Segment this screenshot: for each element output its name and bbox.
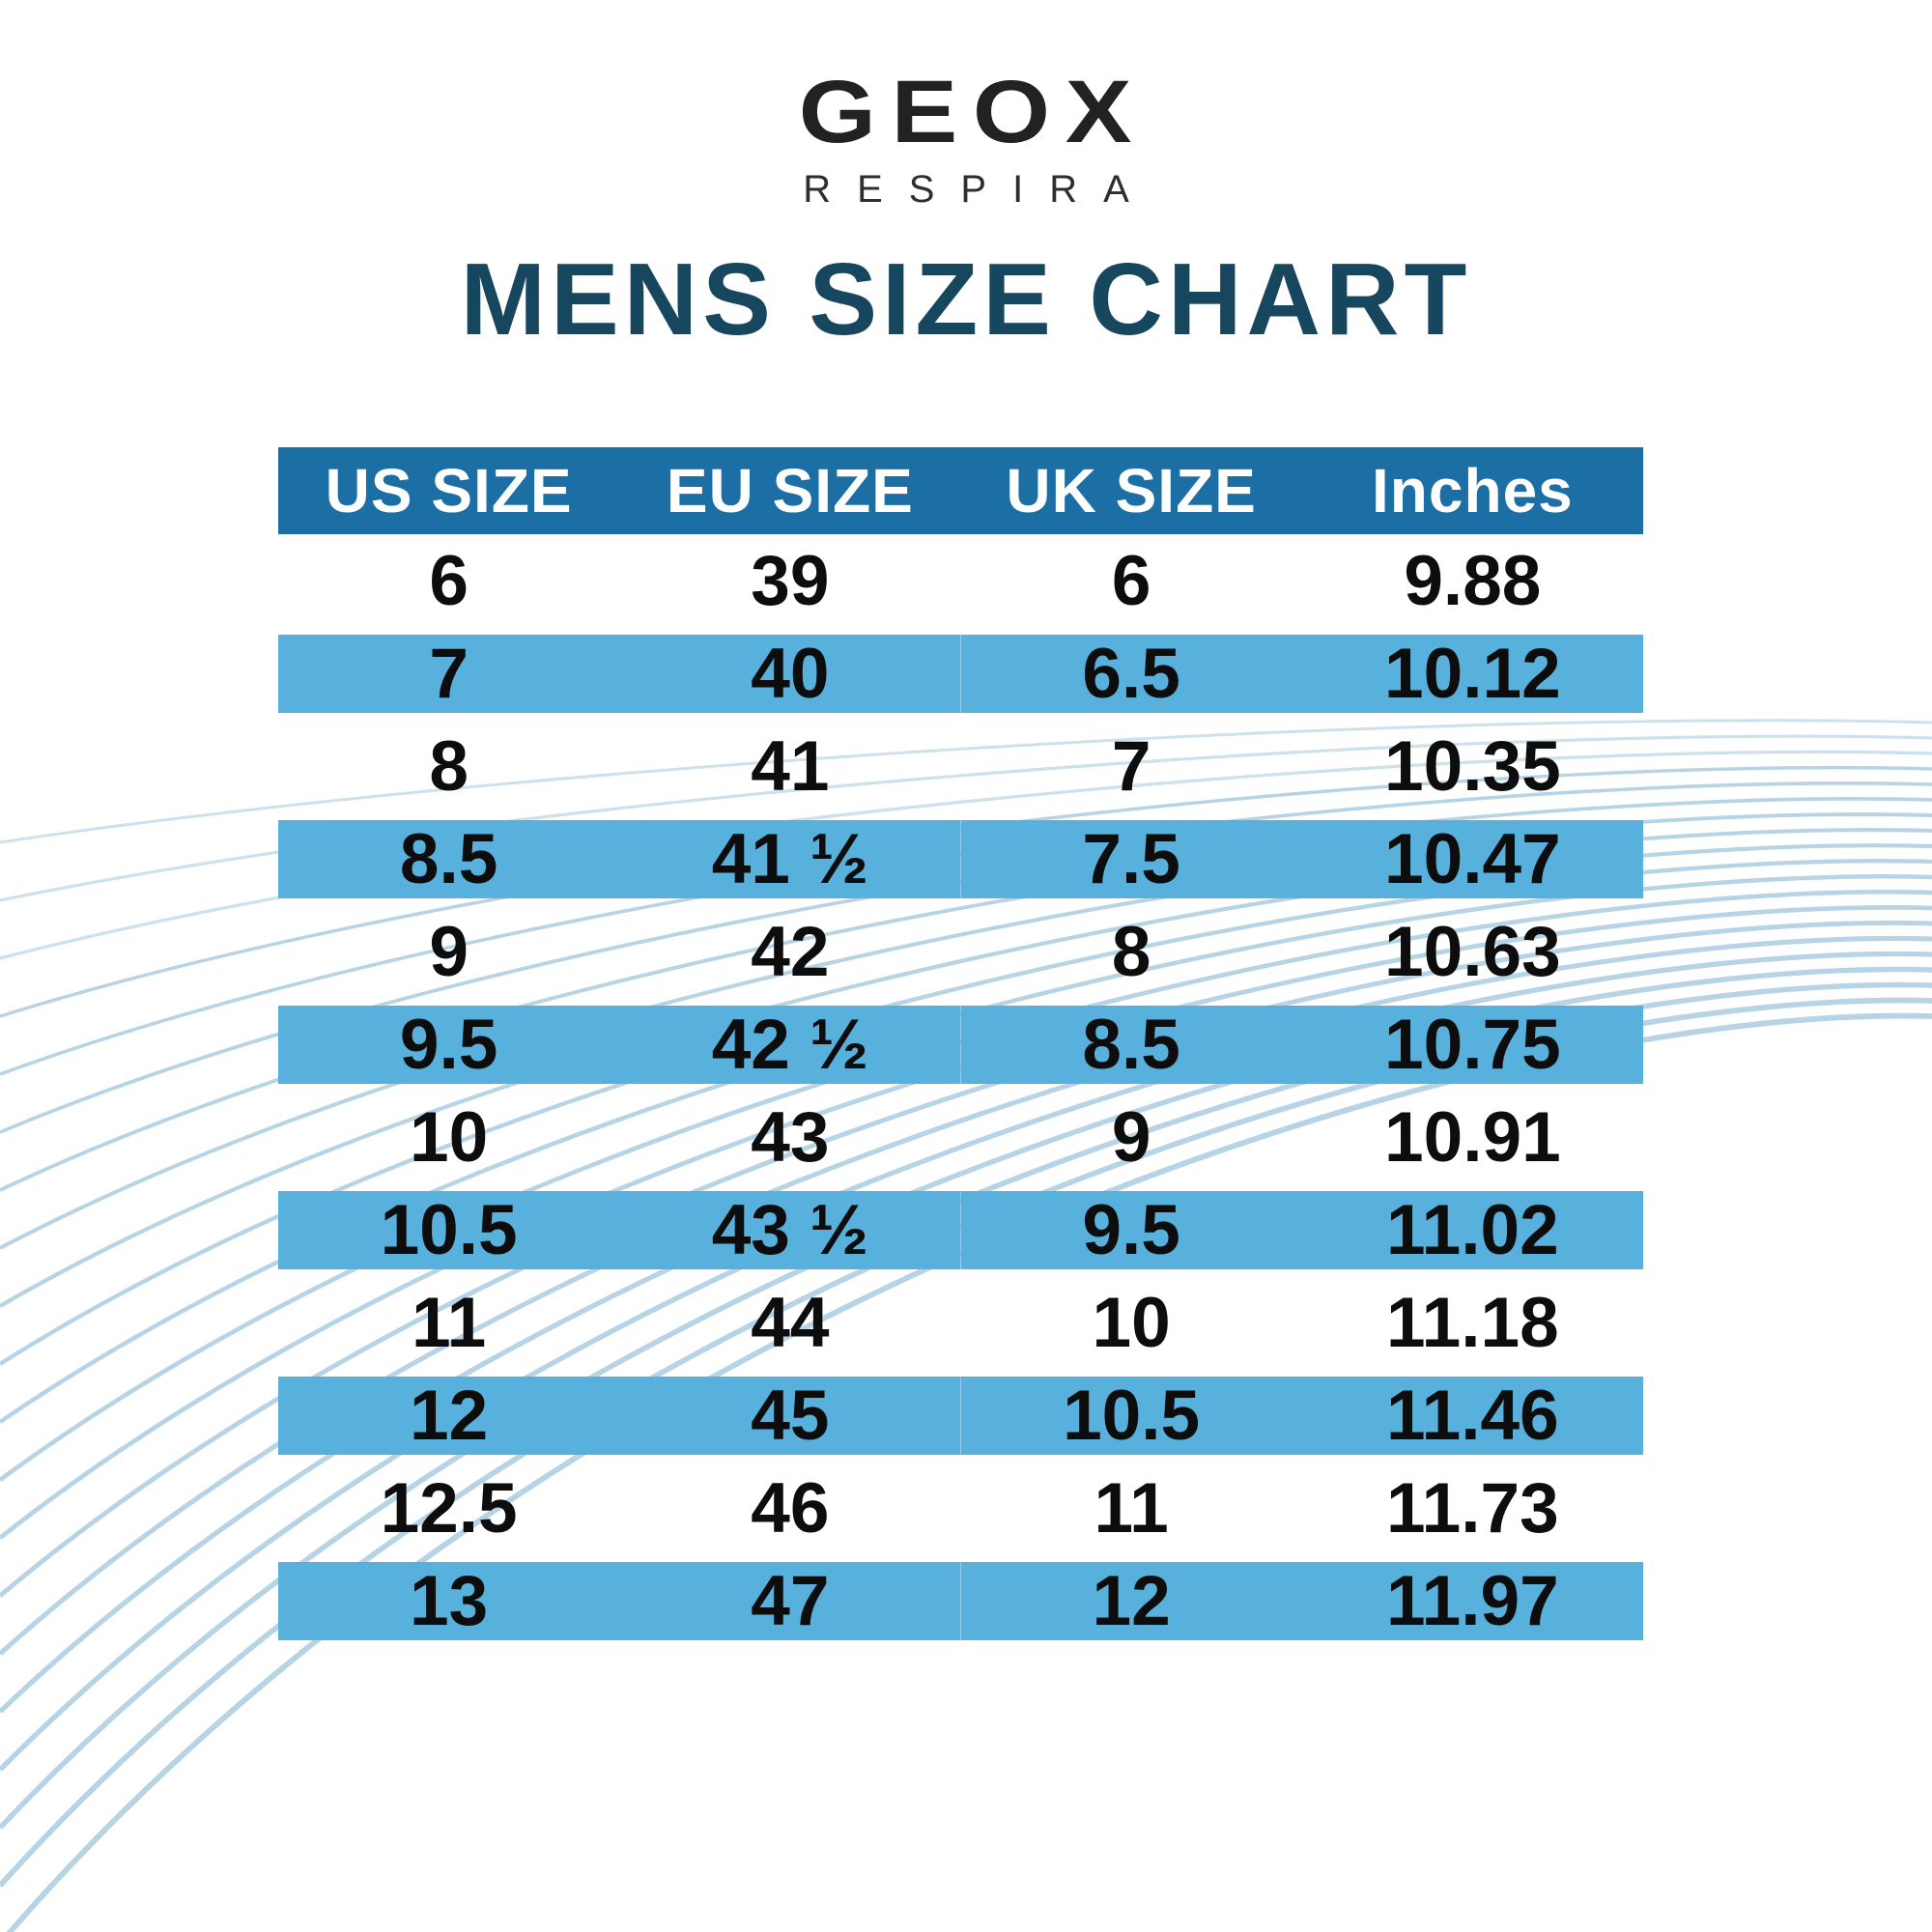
size-cell: 9.88 bbox=[1404, 541, 1542, 620]
size-cell: 8.5 bbox=[278, 812, 620, 905]
size-cell: 45 bbox=[619, 1369, 961, 1462]
size-chart-table: US SIZE EU SIZE UK SIZE Inches 6 39 6 9.88 7… bbox=[278, 447, 1643, 1647]
size-cell: 46 bbox=[751, 1468, 830, 1548]
column-header-eu-size: EU SIZE bbox=[619, 447, 961, 534]
size-cell: 6 bbox=[1111, 541, 1151, 620]
size-cell: 43 bbox=[751, 1097, 830, 1177]
size-cell: 10 bbox=[410, 1097, 489, 1177]
geox-logo-tagline: RESPIRA bbox=[803, 168, 1155, 211]
size-cell: 10.5 bbox=[278, 1183, 620, 1276]
column-header-us-size: US SIZE bbox=[278, 447, 620, 534]
size-cell: 6 bbox=[429, 541, 469, 620]
table-row: 12 45 10.5 11.46 bbox=[278, 1369, 1643, 1462]
wave-line bbox=[0, 750, 1932, 960]
geox-logo: GEOX bbox=[798, 63, 1148, 161]
size-cell: 13 bbox=[278, 1554, 620, 1647]
column-header-inches: Inches bbox=[1301, 447, 1643, 534]
size-cell: 10.75 bbox=[1301, 998, 1643, 1091]
table-row: 12.5 46 11 11.73 bbox=[278, 1462, 1643, 1554]
size-cell: 10.63 bbox=[1384, 912, 1561, 991]
table-row: 9.5 42 ½ 8.5 10.75 bbox=[278, 998, 1643, 1091]
wave-line bbox=[0, 859, 1932, 1366]
table-row: 11 44 10 11.18 bbox=[278, 1276, 1643, 1369]
size-cell: 41 bbox=[751, 726, 830, 806]
size-cell: 11 bbox=[412, 1283, 487, 1362]
size-table-body: 6 39 6 9.88 7 40 6.5 10.12 8 41 7 10.35 8.5 41 ½ 7.5 10… bbox=[278, 534, 1643, 1647]
size-cell: 12 bbox=[960, 1554, 1302, 1647]
size-cell: 11.46 bbox=[1301, 1369, 1643, 1462]
size-cell: 6.5 bbox=[960, 627, 1302, 720]
wave-line bbox=[0, 843, 1932, 1308]
wave-line bbox=[0, 734, 1932, 902]
size-cell: 8 bbox=[429, 726, 469, 806]
size-cell: 42 ½ bbox=[619, 998, 961, 1091]
size-cell: 7 bbox=[1111, 726, 1151, 806]
table-row: 10 43 9 10.91 bbox=[278, 1091, 1643, 1183]
size-cell: 8 bbox=[1111, 912, 1151, 991]
size-cell: 42 bbox=[751, 912, 830, 991]
table-row: 8 41 7 10.35 bbox=[278, 720, 1643, 812]
table-row: 13 47 12 11.97 bbox=[278, 1554, 1643, 1647]
size-cell: 11.18 bbox=[1386, 1283, 1559, 1362]
size-cell: 10.5 bbox=[960, 1369, 1302, 1462]
size-cell: 10.35 bbox=[1384, 726, 1561, 806]
column-header-uk-size: UK SIZE bbox=[960, 447, 1302, 534]
table-row: 8.5 41 ½ 7.5 10.47 bbox=[278, 812, 1643, 905]
size-cell: 12 bbox=[278, 1369, 620, 1462]
size-cell: 9.5 bbox=[278, 998, 620, 1091]
size-cell: 39 bbox=[751, 541, 830, 620]
wave-line bbox=[0, 966, 1932, 1772]
size-cell: 11 bbox=[1094, 1468, 1169, 1548]
size-cell: 10.91 bbox=[1384, 1097, 1561, 1177]
size-cell: 10.47 bbox=[1301, 812, 1643, 905]
size-cell: 9 bbox=[1111, 1097, 1151, 1177]
size-cell: 9 bbox=[429, 912, 469, 991]
wave-line bbox=[0, 828, 1932, 1250]
size-chart-header: US SIZE EU SIZE UK SIZE Inches bbox=[278, 447, 1643, 534]
wave-line bbox=[0, 719, 1932, 844]
table-row: 6 39 6 9.88 bbox=[278, 534, 1643, 627]
size-cell: 47 bbox=[619, 1554, 961, 1647]
size-cell: 10.12 bbox=[1301, 627, 1643, 720]
size-cell: 8.5 bbox=[960, 998, 1302, 1091]
size-cell: 12.5 bbox=[380, 1468, 518, 1548]
header-row: US SIZE EU SIZE UK SIZE Inches bbox=[278, 447, 1643, 534]
size-cell: 10 bbox=[1092, 1283, 1171, 1362]
page-title: MENS SIZE CHART bbox=[460, 242, 1472, 356]
size-cell: 11.02 bbox=[1301, 1183, 1643, 1276]
size-cell: 44 bbox=[751, 1283, 830, 1362]
table-row: 10.5 43 ½ 9.5 11.02 bbox=[278, 1183, 1643, 1276]
size-cell: 43 ½ bbox=[619, 1183, 961, 1276]
wave-line bbox=[0, 951, 1932, 1714]
size-cell: 11.97 bbox=[1301, 1554, 1643, 1647]
size-cell: 11.73 bbox=[1386, 1468, 1559, 1548]
size-cell: 7 bbox=[278, 627, 620, 720]
size-cell: 9.5 bbox=[960, 1183, 1302, 1276]
wave-line bbox=[0, 935, 1932, 1656]
table-row: 7 40 6.5 10.12 bbox=[278, 627, 1643, 720]
size-cell: 7.5 bbox=[960, 812, 1302, 905]
size-cell: 41 ½ bbox=[619, 812, 961, 905]
brand-header: GEOX RESPIRA bbox=[0, 68, 1932, 209]
table-row: 9 42 8 10.63 bbox=[278, 905, 1643, 998]
size-cell: 40 bbox=[619, 627, 961, 720]
